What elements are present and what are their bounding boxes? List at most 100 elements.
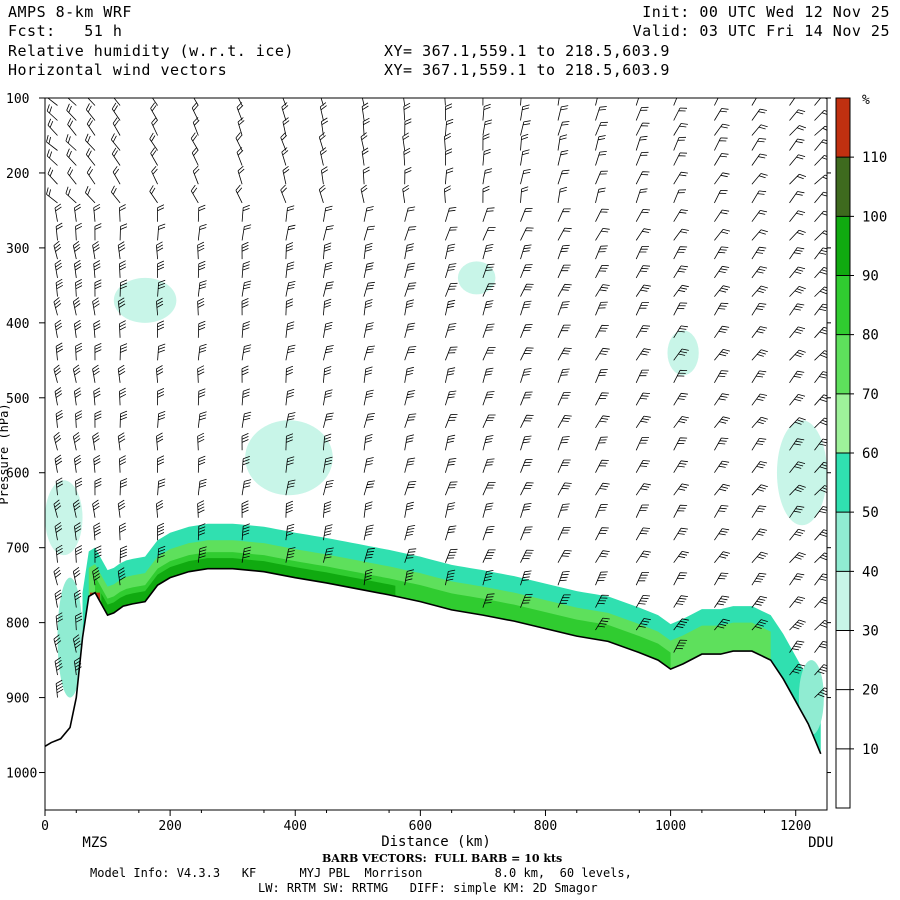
wind-barb — [673, 325, 688, 339]
wind-barb — [714, 190, 728, 204]
wind-barb — [361, 147, 369, 166]
wind-barb — [75, 279, 83, 297]
wind-barb — [520, 459, 533, 473]
wind-barb — [150, 147, 158, 166]
wind-barb — [635, 618, 651, 631]
wind-barb — [197, 432, 205, 451]
wind-barb — [445, 103, 453, 121]
wind-barb — [520, 120, 531, 136]
wind-barb — [595, 324, 609, 338]
wind-barb — [117, 297, 126, 316]
wind-barb — [520, 526, 533, 541]
wind-barb — [751, 551, 768, 563]
wind-barb — [72, 432, 81, 451]
wind-barb — [53, 566, 62, 586]
terrain-line — [45, 567, 822, 755]
wind-barb — [814, 286, 827, 297]
wind-barb — [557, 98, 560, 106]
wind-barb — [520, 149, 530, 166]
wind-barb — [673, 504, 688, 518]
wind-barb — [282, 117, 290, 136]
wind-barb — [363, 389, 374, 406]
colorbar-bin — [836, 275, 850, 335]
wind-barb — [53, 431, 62, 451]
wind-barb — [751, 505, 767, 518]
wind-barb — [54, 656, 63, 676]
wind-barb — [789, 210, 806, 222]
wind-barb — [404, 262, 416, 278]
wind-barb — [714, 483, 730, 496]
colorbar-label: 110 — [862, 150, 887, 166]
wind-barb — [92, 297, 100, 316]
wind-barb — [595, 151, 607, 166]
wind-barb — [557, 594, 571, 608]
wind-barb — [445, 525, 457, 541]
x-tick-label: 800 — [534, 819, 557, 834]
wind-barb — [46, 187, 58, 204]
wind-barb — [557, 459, 571, 473]
wind-barb — [75, 410, 83, 428]
wind-barb — [74, 454, 82, 473]
wind-barb — [197, 204, 206, 222]
wind-barb — [363, 262, 374, 278]
humid-patch-5 — [45, 480, 83, 556]
wind-barb — [54, 319, 63, 338]
wind-barb — [789, 326, 806, 339]
wind-barb — [714, 209, 730, 222]
wind-barb — [814, 417, 827, 429]
wind-barb — [94, 223, 102, 241]
wind-barb — [404, 548, 417, 563]
wind-barb — [74, 657, 82, 676]
wind-barb — [557, 503, 570, 518]
wind-barb — [482, 119, 493, 136]
wind-barb — [93, 260, 101, 278]
wind-barb — [285, 298, 294, 316]
wind-barb — [635, 392, 651, 406]
wind-barb — [482, 367, 494, 383]
wind-barb — [520, 368, 532, 383]
barb-vector-note: BARB VECTORS: FULL BARB = 10 kts — [322, 852, 563, 865]
wind-barb — [520, 347, 534, 361]
wind-barb — [363, 434, 373, 451]
wind-barb — [673, 527, 688, 541]
colorbar-label: 20 — [862, 683, 879, 699]
wind-barb — [285, 388, 295, 406]
wind-barb — [323, 412, 334, 428]
wind-barb — [751, 285, 768, 297]
wind-barb — [557, 227, 572, 241]
wind-barb — [363, 547, 375, 563]
y-tick-label: 900 — [6, 692, 29, 707]
wind-barb — [557, 550, 572, 563]
wind-barb — [53, 499, 62, 518]
wind-barb — [192, 165, 200, 185]
wind-barb — [323, 345, 334, 361]
wind-barb — [241, 456, 250, 473]
humid-patch-4 — [776, 420, 827, 526]
wind-barb — [595, 347, 610, 361]
wind-barb — [85, 103, 96, 121]
wind-barb — [149, 185, 158, 204]
wind-barb — [635, 246, 649, 260]
wind-barb — [814, 155, 827, 166]
wind-barb — [361, 102, 369, 121]
wind-barb — [751, 528, 768, 541]
wind-barb — [119, 343, 128, 361]
wind-barb — [789, 505, 805, 518]
wind-barb — [117, 241, 126, 260]
wind-barb — [635, 302, 649, 316]
wind-barb — [323, 321, 333, 338]
wind-barb — [445, 367, 456, 383]
wind-barb — [445, 548, 458, 563]
wind-barb — [635, 135, 648, 151]
wind-barb — [714, 123, 730, 136]
colorbar: 10 20 30 40 50 60 70 80 90 100 110% — [835, 93, 887, 809]
wind-barb — [482, 103, 491, 121]
wind-barb — [814, 394, 827, 406]
wind-barb — [635, 171, 650, 185]
edge-moist-right — [798, 660, 824, 736]
wind-barb — [557, 121, 570, 136]
wind-barb — [814, 174, 827, 185]
wind-barb — [54, 203, 62, 222]
wind-barb — [557, 283, 572, 297]
wind-barb — [635, 550, 651, 563]
